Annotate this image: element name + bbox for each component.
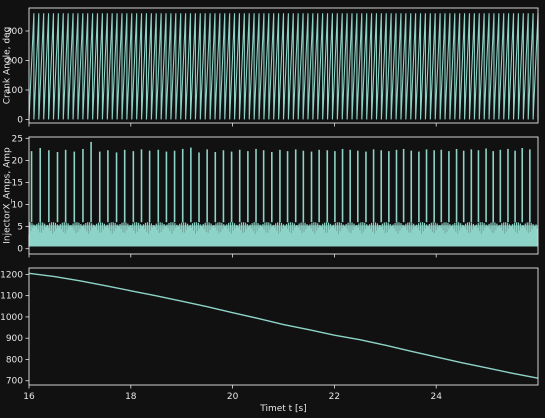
engine-speed-series-line — [28, 272, 539, 379]
y-tick-label: 1000 — [0, 313, 23, 323]
y-tick-label: 300 — [6, 27, 23, 37]
engine-speed-axes-frame — [28, 267, 539, 386]
axes-frame-rect — [28, 136, 539, 255]
y-tick-label: 10 — [12, 201, 24, 211]
injector-amps-panel: 0 5 10 15 20 25 InjectorX_Amps, Amp — [3, 134, 539, 258]
injector-amps-x-ticks — [28, 254, 437, 258]
x-tick-label: 16 — [23, 392, 35, 402]
engine-speed-y-ticks: 700 800 900 1000 1100 1200 — [0, 270, 29, 387]
injector-amps-y-axis-label: InjectorX_Amps, Amp — [3, 147, 13, 244]
y-tick-label: 1100 — [0, 292, 23, 302]
axes-frame-rect — [28, 267, 539, 386]
engine-speed-panel: 700 800 900 1000 1100 1200 16 18 20 22 24 Timet t… — [0, 267, 539, 414]
x-tick-label: 22 — [329, 392, 340, 402]
injector-amps-series-fill — [29, 225, 538, 247]
time-x-axis-label: Timet t [s] — [259, 404, 307, 414]
crank-angle-series-line — [28, 13, 539, 120]
y-tick-label: 25 — [12, 134, 23, 144]
crank-angle-x-ticks — [28, 123, 437, 127]
crank-angle-y-ticks: 0 100 200 300 — [6, 27, 29, 125]
y-tick-label: 0 — [17, 115, 23, 125]
injector-amps-y-ticks: 0 5 10 15 20 25 — [12, 134, 29, 255]
y-tick-label: 1200 — [0, 270, 23, 280]
crank-angle-y-axis-label: Crank Angle, deg — [3, 27, 13, 105]
engine-speed-x-ticks: 16 18 20 22 24 — [23, 385, 442, 402]
y-tick-label: 200 — [6, 56, 23, 66]
injector-amps-trace — [28, 141, 538, 247]
y-tick-label: 700 — [6, 377, 23, 387]
y-tick-label: 800 — [6, 355, 23, 365]
y-tick-label: 0 — [17, 245, 23, 255]
y-tick-label: 100 — [6, 86, 23, 96]
crank-angle-axes-frame — [28, 7, 539, 124]
y-tick-label: 20 — [12, 156, 24, 166]
y-tick-label: 5 — [17, 223, 23, 233]
x-tick-label: 20 — [227, 392, 239, 402]
crank-angle-panel: 0 100 200 300 Crank Angle, deg — [3, 7, 539, 127]
x-tick-label: 18 — [125, 392, 137, 402]
crank-angle-trace — [28, 13, 539, 120]
x-tick-label: 24 — [430, 392, 442, 402]
injector-amps-axes-frame — [28, 136, 539, 255]
axes-frame-rect — [28, 7, 539, 124]
y-tick-label: 15 — [12, 178, 23, 188]
y-tick-label: 900 — [6, 334, 23, 344]
engine-speed-trace — [28, 272, 539, 379]
